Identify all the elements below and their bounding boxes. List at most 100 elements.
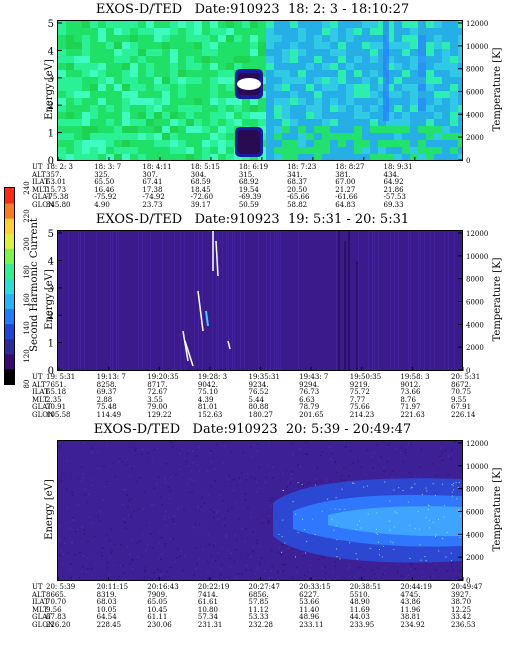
orbit-cell: 38.70	[451, 598, 472, 607]
orbit-cell: 7414.	[197, 590, 218, 599]
orbit-cell: 226.14	[451, 411, 476, 419]
orbit-cell: 19:13: 7	[96, 373, 126, 381]
orbit-cell: 76.73	[299, 388, 320, 397]
panel-3-spectrogram	[58, 441, 462, 580]
orbit-cell: 9.56	[46, 605, 62, 614]
colorbar-tick-label: 200	[23, 237, 31, 250]
y-tick-label: 4	[48, 256, 54, 267]
colorbar-axis: 80 120 140 160 180 200 220 240 Second Harmonic …	[23, 181, 40, 388]
orbit-cell: 4.39	[197, 395, 214, 404]
orbit-cell: 18: 8:27	[335, 163, 365, 171]
y-tick-label: 1	[48, 129, 54, 140]
orbit-cell: 8319.	[96, 590, 117, 599]
orbit-cell: 71.97	[400, 403, 421, 412]
orbit-cell: 48.90	[349, 598, 370, 607]
orbit-cell: 4745.	[400, 590, 421, 599]
y-tick-label: 4	[48, 46, 54, 57]
orbit-cell: 9042.	[197, 380, 218, 389]
y2-tick-label: 0	[466, 157, 470, 165]
orbit-cell: -57.53	[383, 193, 406, 202]
orbit-cell: 11.12	[248, 605, 269, 614]
orbit-row-label: ALT	[32, 590, 46, 599]
orbit-cell: 5510.	[349, 590, 370, 599]
orbit-cell: 9294.	[299, 380, 320, 389]
orbit-cell: 76.52	[248, 388, 269, 397]
colorbar-swatch	[5, 278, 14, 295]
orbit-row-label: GLON	[32, 411, 55, 419]
orbit-cell: 9234.	[248, 380, 269, 389]
panel-3-title: EXOS-D/TED Date:910923 20: 5:39 - 20:49:…	[93, 422, 412, 437]
orbit-cell: 234.92	[400, 621, 425, 629]
orbit-cell: 7651.	[46, 380, 67, 389]
y-axis-label: Energy [eV]	[44, 269, 55, 330]
orbit-cell: 2.88	[96, 395, 113, 404]
orbit-cell: 19:50:35	[349, 373, 382, 381]
orbit-cell: 19:28: 3	[197, 373, 228, 381]
orbit-cell: 9.55	[451, 395, 467, 404]
y2-axis-label: Temperature [K]	[492, 467, 503, 551]
y-tick-label: 3	[48, 284, 54, 295]
colorbar-swatch	[5, 233, 14, 249]
colorbar-swatch	[5, 263, 14, 279]
orbit-cell: 20:16:43	[147, 583, 179, 591]
orbit-row-label: MLT	[32, 185, 48, 194]
orbit-cell: 21.27	[335, 185, 356, 194]
orbit-cell: 78.79	[299, 403, 320, 412]
orbit-cell: 20.50	[287, 185, 308, 194]
y2-tick-label: 10000	[466, 463, 488, 471]
colorbar-tick-label: 120	[23, 349, 31, 362]
colorbar-swatch	[5, 308, 14, 325]
orbit-cell: 18: 3: 7	[94, 163, 122, 171]
orbit-cell: 18: 4:11	[142, 163, 172, 171]
orbit-cell: 8717.	[147, 380, 168, 389]
y2-tick-label: 8000	[466, 276, 484, 284]
y2-tick-label: 6000	[466, 89, 484, 97]
orbit-cell: 345.80	[46, 201, 71, 209]
orbit-cell: 68.59	[190, 178, 211, 187]
y2-tick-label: 8000	[466, 486, 484, 494]
y-tick-label: 0	[48, 156, 54, 167]
orbit-cell: 6.63	[299, 395, 315, 404]
y2-tick-label: 2000	[466, 134, 484, 142]
orbit-cell: 20:11:15	[96, 583, 129, 591]
orbit-cell: 17.38	[142, 185, 163, 194]
orbit-cell: 69.37	[96, 388, 117, 397]
orbit-cell: 10.45	[147, 605, 168, 614]
orbit-cell: 304.	[190, 170, 207, 179]
orbit-cell: 20:49:47	[451, 583, 483, 591]
orbit-cell: 57.34	[197, 613, 218, 622]
orbit-row-label: ILAT	[32, 598, 49, 607]
orbit-cell: 70.91	[46, 403, 67, 412]
y2-axis-label: Temperature [K]	[492, 47, 503, 131]
colorbar-swatch	[5, 353, 14, 370]
y2-tick-label: 10000	[466, 43, 488, 51]
orbit-row-label: GLON	[32, 201, 55, 209]
orbit-cell: 15.73	[46, 185, 67, 194]
orbit-cell: 68.03	[96, 598, 117, 607]
orbit-cell: 21.86	[383, 185, 404, 194]
orbit-cell: 180.27	[248, 411, 274, 419]
y-tick-label: 2	[48, 101, 54, 112]
y2-tick-label: 2000	[466, 554, 484, 562]
orbit-cell: 8665.	[46, 590, 67, 599]
orbit-cell: 39.17	[190, 201, 211, 209]
orbit-cell: 11.69	[349, 605, 370, 614]
orbit-cell: 19.54	[238, 185, 259, 194]
orbit-cell: -74.92	[142, 193, 165, 202]
colorbar-swatch	[5, 188, 14, 204]
orbit-cell: 18: 6:19	[238, 163, 269, 171]
y2-tick-label: 12000	[466, 20, 488, 28]
orbit-cell: 8672.	[451, 380, 472, 389]
orbit-cell: 11.40	[299, 605, 320, 614]
orbit-cell: 80.88	[248, 403, 269, 412]
orbit-cell: 9012.	[400, 380, 421, 389]
colorbar-tick-label: 240	[23, 181, 31, 194]
orbit-cell: -61.66	[335, 193, 358, 202]
y-tick-label: 3	[48, 74, 54, 85]
colorbar-tick-label: 220	[23, 209, 31, 222]
orbit-cell: 2.35	[46, 395, 62, 404]
orbit-cell: 61.61	[197, 598, 218, 607]
orbit-cell: 16.46	[94, 185, 115, 194]
colorbar-swatch	[5, 368, 14, 385]
orbit-row-label: ALT	[32, 380, 46, 389]
